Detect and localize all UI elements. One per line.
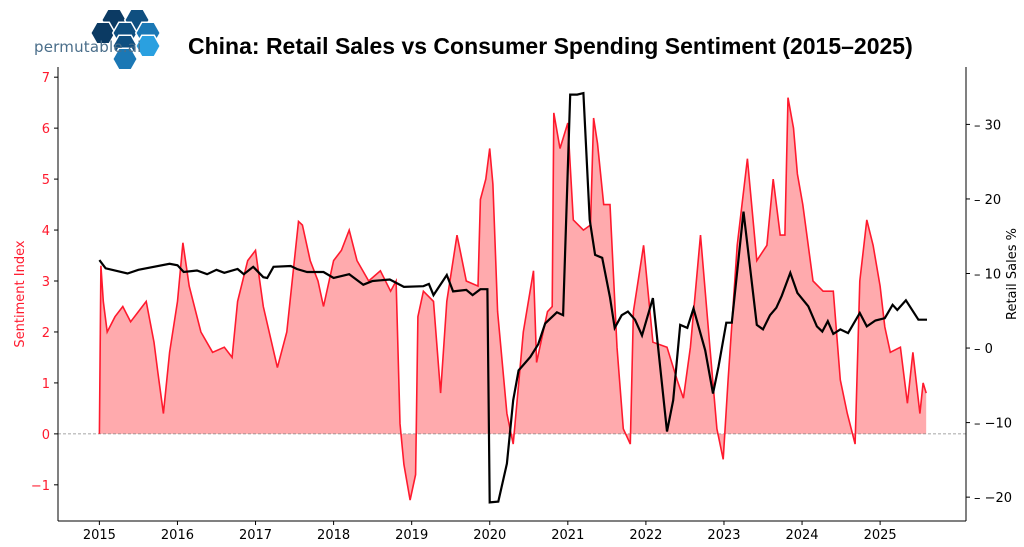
hexagon-logo-icon xyxy=(89,8,162,71)
chart-title: China: Retail Sales vs Consumer Spending… xyxy=(188,33,913,59)
x-tick-label: 2023 xyxy=(707,528,740,543)
left-tick-label: −1 xyxy=(31,479,50,494)
left-tick-label: 3 xyxy=(42,275,50,290)
logo-hexagon xyxy=(89,21,117,45)
left-tick-label: 4 xyxy=(42,224,50,239)
x-tick-label: 2020 xyxy=(473,528,506,543)
left-tick-label: 6 xyxy=(42,122,50,137)
left-tick-label: 0 xyxy=(42,428,50,443)
logo-hexagon xyxy=(111,47,139,71)
right-tick-label: – 20 xyxy=(974,193,1001,208)
right-tick-label: – 0 xyxy=(974,342,993,357)
x-tick-label: 2017 xyxy=(239,528,272,543)
x-tick-label: 2018 xyxy=(317,528,350,543)
retail-sales-line xyxy=(98,91,927,504)
left-axis-label: Sentiment Index xyxy=(13,240,28,347)
sentiment-area xyxy=(99,97,927,501)
x-tick-label: 2022 xyxy=(629,528,662,543)
left-tick-label: 1 xyxy=(42,377,50,392)
right-tick-label: – −20 xyxy=(974,491,1012,506)
brand-name: permutable.ai xyxy=(34,38,142,56)
right-axis-label: Retail Sales % xyxy=(1005,228,1020,320)
x-tick-label: 2016 xyxy=(161,528,194,543)
left-tick-label: 7 xyxy=(42,71,50,86)
left-tick-label: 2 xyxy=(42,326,50,341)
left-tick-label: 5 xyxy=(42,173,50,188)
right-tick-label: – 30 xyxy=(974,118,1001,133)
logo-hexagon xyxy=(134,34,162,58)
x-tick-label: 2021 xyxy=(551,528,584,543)
permutable-logo xyxy=(0,0,180,71)
x-tick-label: 2015 xyxy=(83,528,116,543)
x-tick-label: 2025 xyxy=(864,528,897,543)
right-tick-label: – 10 xyxy=(974,267,1001,282)
x-tick-label: 2024 xyxy=(785,528,818,543)
right-tick-label: – −10 xyxy=(974,417,1012,432)
x-tick-label: 2019 xyxy=(395,528,428,543)
sentiment-line xyxy=(98,97,927,501)
